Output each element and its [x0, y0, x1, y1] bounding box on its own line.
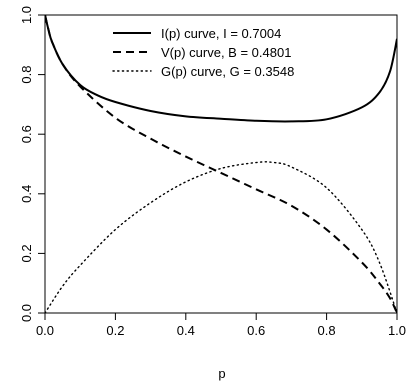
legend-label-3: G(p) curve, G = 0.3548 — [161, 64, 294, 79]
series-line-3 — [45, 161, 397, 313]
legend: I(p) curve, I = 0.7004 V(p) curve, B = 0.… — [112, 26, 294, 79]
y-tick-label: 0.6 — [19, 125, 34, 143]
legend-label-1: I(p) curve, I = 0.7004 — [161, 26, 281, 41]
y-tick-label: 0.2 — [19, 244, 34, 262]
x-axis-title: p — [218, 366, 225, 381]
x-tick-label: 0.4 — [177, 323, 195, 338]
axis-ticks: 0.0 0.2 0.4 0.6 0.8 1.0 0.0 0.2 0.4 0.6 0.8 1.0 — [19, 6, 406, 338]
x-tick-label: 0.0 — [36, 323, 54, 338]
plot-frame — [44, 14, 398, 314]
x-tick-label: 1.0 — [388, 323, 406, 338]
y-tick-label: 0.4 — [19, 185, 34, 203]
x-tick-label: 0.6 — [247, 323, 265, 338]
x-tick-label: 0.2 — [106, 323, 124, 338]
series-line-2 — [45, 15, 397, 313]
y-tick-label: 1.0 — [19, 6, 34, 24]
plot-area — [44, 14, 398, 314]
x-tick-label: 0.8 — [318, 323, 336, 338]
legend-label-2: V(p) curve, B = 0.4801 — [161, 45, 291, 60]
y-tick-label: 0.8 — [19, 66, 34, 84]
y-tick-label: 0.0 — [19, 304, 34, 322]
